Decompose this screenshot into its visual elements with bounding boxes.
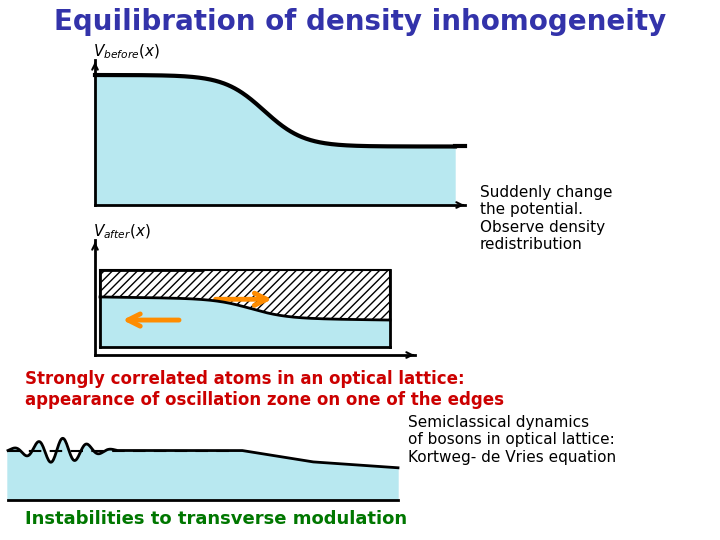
Polygon shape — [100, 297, 390, 347]
Text: Semiclassical dynamics
of bosons in optical lattice:
Kortweg- de Vries equation: Semiclassical dynamics of bosons in opti… — [408, 415, 616, 465]
Polygon shape — [8, 438, 398, 500]
Bar — [100, 270, 390, 347]
Text: Equilibration of density inhomogeneity: Equilibration of density inhomogeneity — [54, 8, 666, 36]
Polygon shape — [95, 75, 455, 205]
Text: $V_{after}(x)$: $V_{after}(x)$ — [93, 222, 151, 241]
Text: $V_{before}(x)$: $V_{before}(x)$ — [93, 43, 160, 61]
Text: Strongly correlated atoms in an optical lattice:
appearance of oscillation zone : Strongly correlated atoms in an optical … — [25, 370, 504, 409]
Text: Instabilities to transverse modulation: Instabilities to transverse modulation — [25, 510, 407, 528]
Text: Suddenly change
the potential.
Observe density
redistribution: Suddenly change the potential. Observe d… — [480, 185, 613, 252]
